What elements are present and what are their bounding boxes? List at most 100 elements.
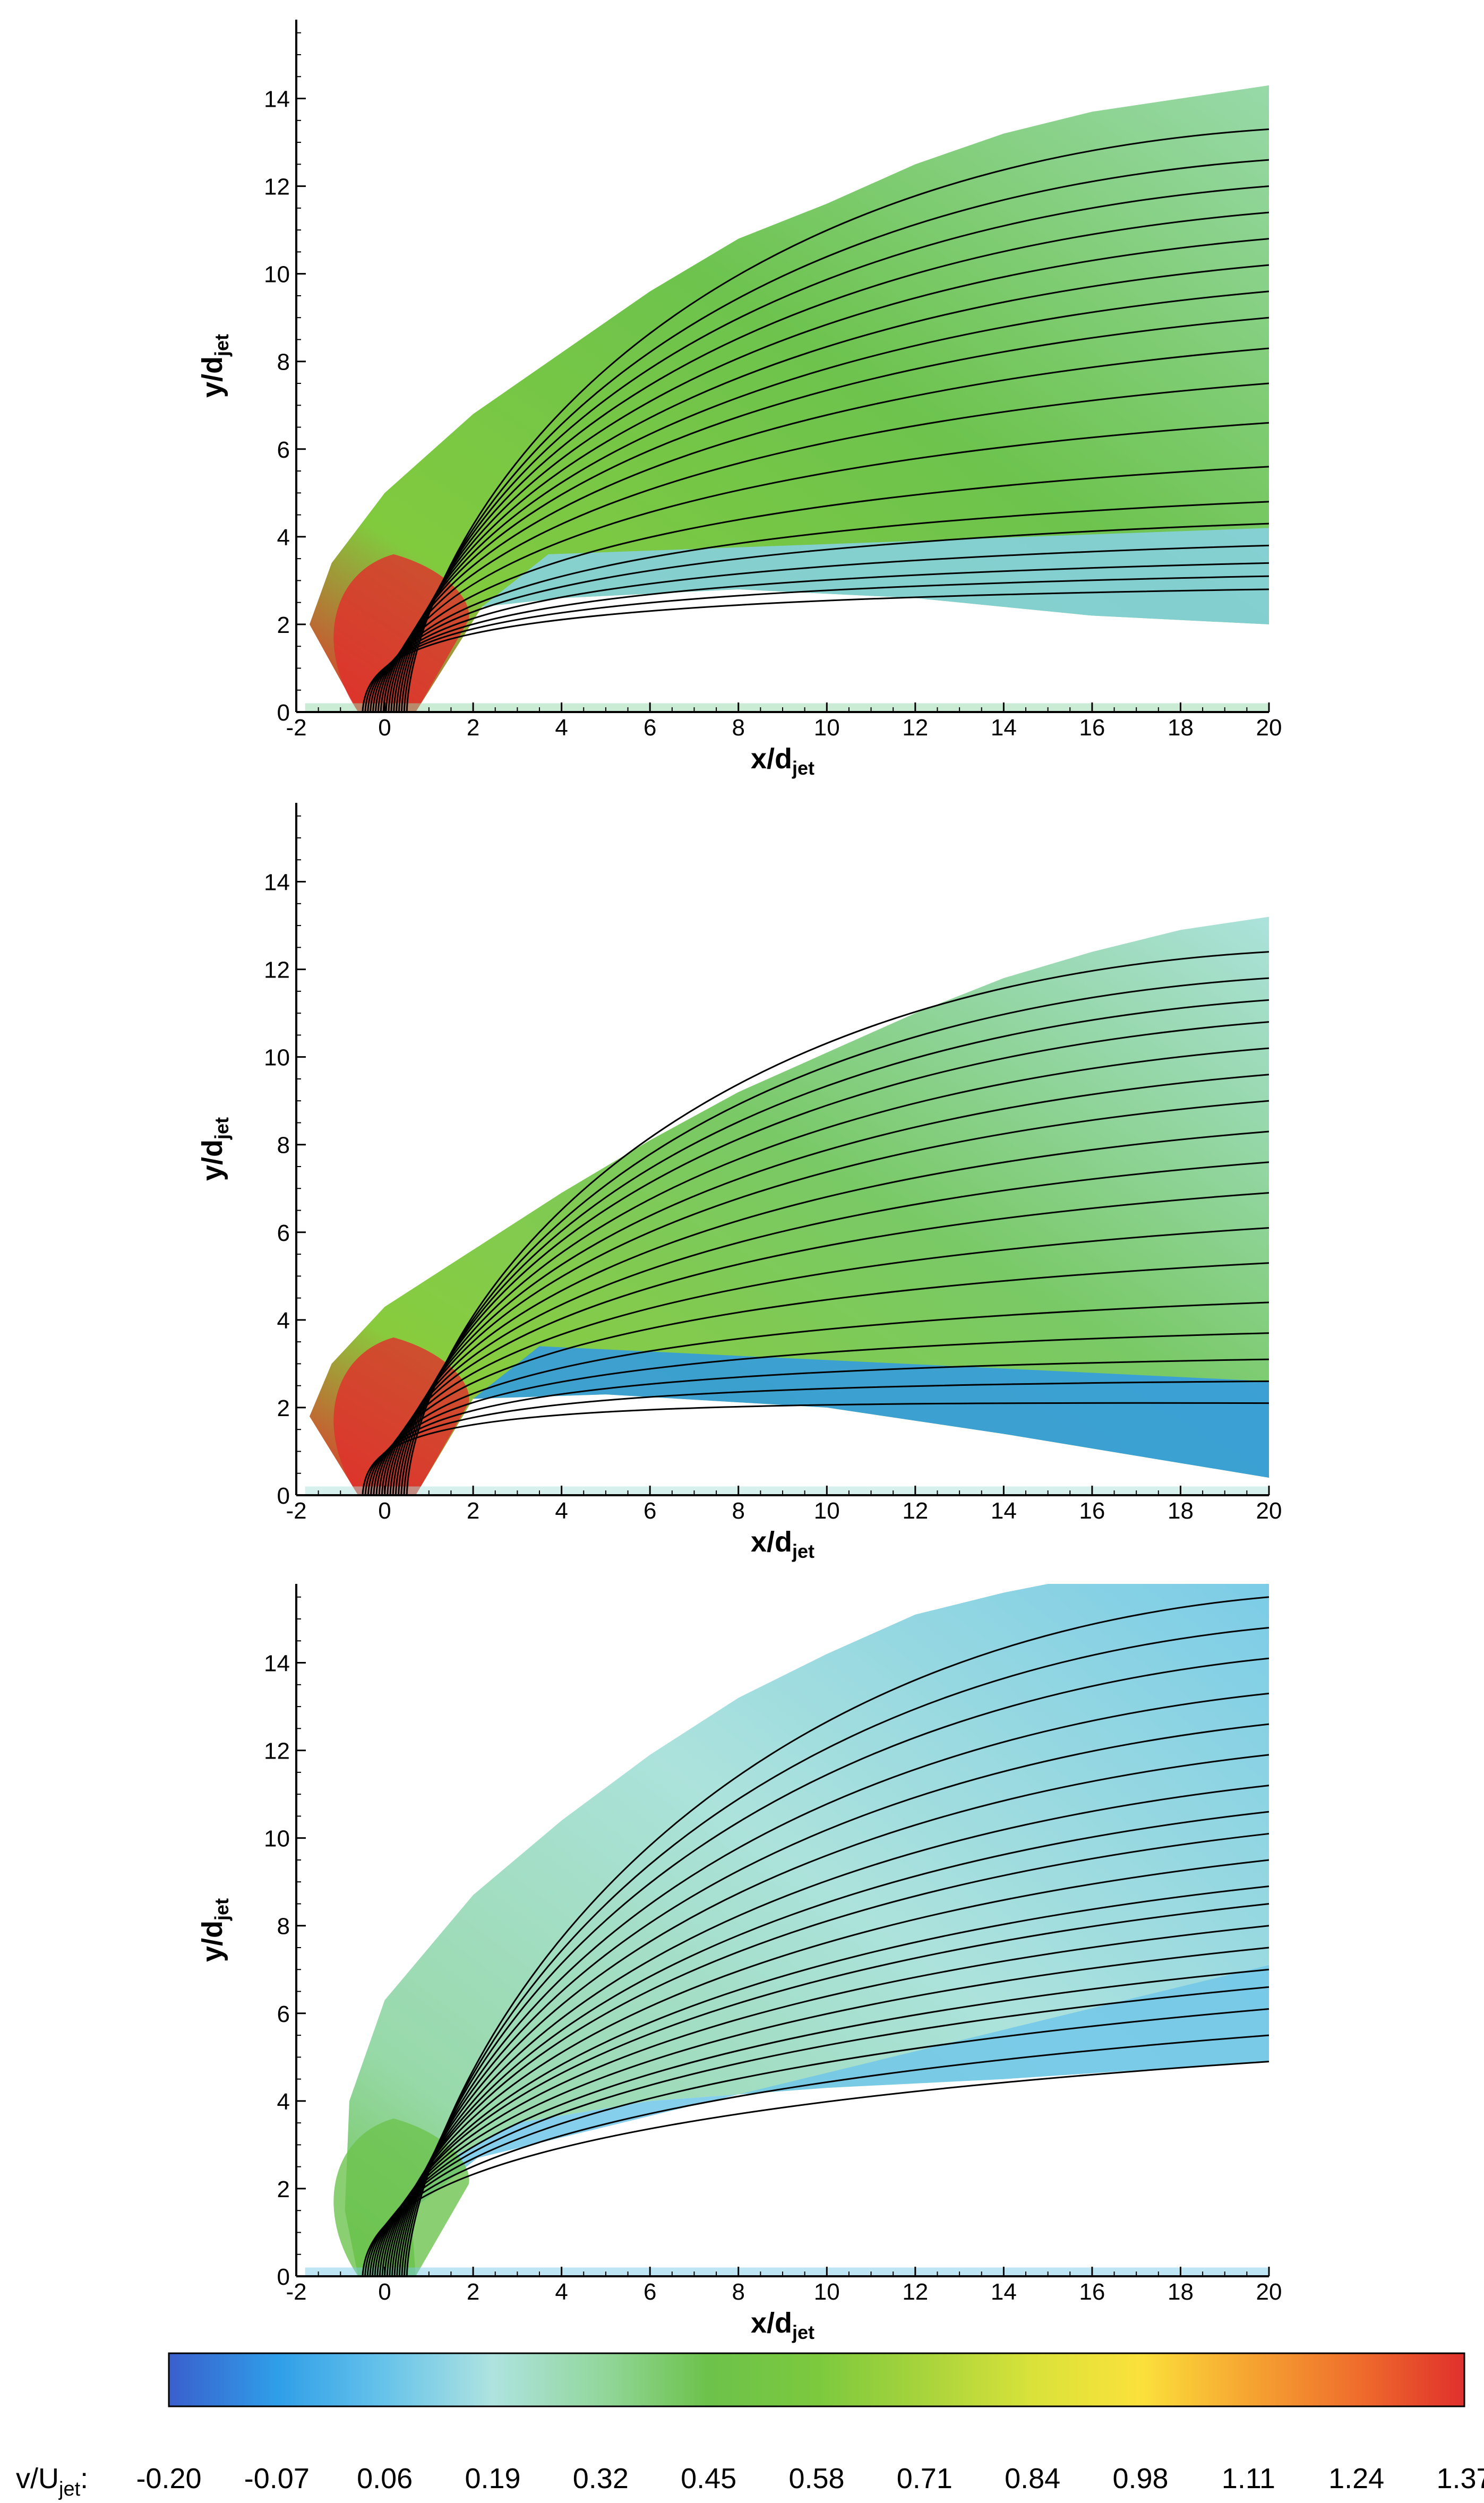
y-tick-label: 8 [277,1914,290,1940]
y-tick-label: 10 [264,1826,290,1852]
x-tick-label: 16 [1079,2279,1105,2305]
y-tick-label: 4 [277,525,290,551]
streamline [374,1947,1269,2277]
streamline [403,159,1269,713]
x-tick-label: 6 [644,2279,656,2305]
streamline [394,1047,1269,1496]
streamline [377,466,1269,713]
streamline [386,1832,1269,2277]
streamline [369,1986,1269,2277]
x-tick-label: 6 [644,1498,656,1524]
x-tick-label: 20 [1256,1498,1282,1524]
streamline [380,422,1269,713]
colorbar-tick-label: 1.37 [1436,2463,1484,2495]
panel-bottom: -2 0 2 4 6 8 10 12 14 16 18 2002468101214x/djety/dj… [196,1584,1282,2343]
y-tick-label: 14 [264,870,290,896]
colorbar-tick-label: 1.24 [1328,2463,1384,2495]
velocity-field [345,1584,1269,2276]
y-tick-label: 0 [277,2264,290,2290]
jet-core [333,1337,469,1495]
streamline [379,1902,1269,2277]
streamline [387,1130,1269,1496]
streamline [406,1596,1269,2277]
x-tick-label: 4 [555,1498,568,1524]
streamline [389,1811,1269,2277]
x-axis-label: x/djet [751,2307,814,2343]
y-tick-label: 0 [277,700,290,726]
x-tick-label: 20 [1256,2279,1282,2305]
x-tick-label: 4 [555,715,568,741]
x-tick-label: 0 [378,1498,391,1524]
streamline [390,290,1269,713]
colorbar-label-sub: jet [58,2478,81,2500]
streamline [401,1657,1269,2277]
streamline [389,1100,1269,1496]
streamline [393,1754,1269,2277]
colorbar-tick-label: 0.58 [788,2463,844,2495]
x-axis-label-sub: jet [792,1540,814,1562]
y-tick-label: 6 [277,1220,290,1246]
streamline [393,264,1269,713]
y-tick-label: 0 [277,1483,290,1509]
y-axis-label-main: y/d [196,1139,228,1181]
streamline [406,128,1269,713]
colorbar-tick-label: 0.32 [573,2463,629,2495]
streamline [381,1885,1269,2277]
x-tick-label: 8 [732,715,744,741]
streamline [364,1380,1269,1496]
x-tick-label: 14 [991,715,1017,741]
streamline [378,1227,1269,1496]
y-tick-label: 8 [277,349,290,375]
x-tick-label: 8 [732,1498,744,1524]
streamline [376,1925,1269,2277]
x-tick-label: 2 [467,1498,479,1524]
streamline [366,2008,1269,2277]
colorbar-tick-label: -0.07 [244,2463,310,2495]
streamline [385,347,1269,713]
y-axis-label: y/djet [196,1898,233,1962]
colorbar-ticks: -0.20 -0.07 0.06 0.19 0.32 0.45 0.58 0.71 0.84 0.… [136,2463,1484,2495]
colorbar-tick-label: 0.84 [1005,2463,1060,2495]
streamline [404,1627,1269,2277]
x-tick-label: 2 [467,2279,479,2305]
streamline [367,1358,1269,1496]
streamline [362,588,1269,713]
x-tick-label: 12 [902,715,928,741]
x-tick-label: -2 [286,1498,306,1524]
y-tick-label: 2 [277,1395,290,1421]
wall-strip [305,2267,1269,2276]
streamline [392,1074,1269,1496]
x-tick-label: 0 [378,715,391,741]
panel-middle: -2 0 2 4 6 8 10 12 14 16 18 2002468101214x/djety/dj… [196,803,1282,1562]
streamline [370,544,1269,713]
streamline [373,1301,1269,1496]
y-tick-label: 4 [277,2089,290,2115]
x-tick-label: 12 [902,1498,928,1524]
x-tick-label: -2 [286,2279,306,2305]
streamline [396,1723,1269,2277]
streamline [406,951,1269,1496]
x-tick-label: 16 [1079,1498,1105,1524]
y-tick-label: 8 [277,1133,290,1159]
streamline [398,211,1269,713]
colorbar-tick-label: 0.06 [357,2463,413,2495]
y-tick-label: 6 [277,437,290,463]
colorbar: v/Ujet: -0.20 -0.07 0.06 0.19 0.32 0.45 0.58 0.… [16,2352,1484,2500]
x-axis-label-sub: jet [792,2321,814,2343]
x-tick-label: 20 [1256,715,1282,741]
x-axis-label: x/djet [751,1526,814,1562]
y-axis-label-main: y/d [196,1921,228,1962]
x-axis-label-main: x/d [751,2307,792,2339]
colorbar-label: v/Ujet: [16,2463,88,2500]
x-tick-label: 18 [1168,2279,1194,2305]
x-tick-label: 16 [1079,715,1105,741]
x-tick-label: 18 [1168,1498,1194,1524]
colorbar-tick-label: 1.11 [1222,2463,1275,2495]
y-tick-label: 12 [264,1738,290,1764]
x-axis-label-main: x/d [751,1526,792,1558]
x-tick-label: 10 [814,2279,840,2305]
y-tick-label: 10 [264,262,290,288]
streamline [391,1785,1269,2277]
colorbar-tick-label: 0.98 [1112,2463,1168,2495]
lower-velocity-band [473,1346,1269,1478]
